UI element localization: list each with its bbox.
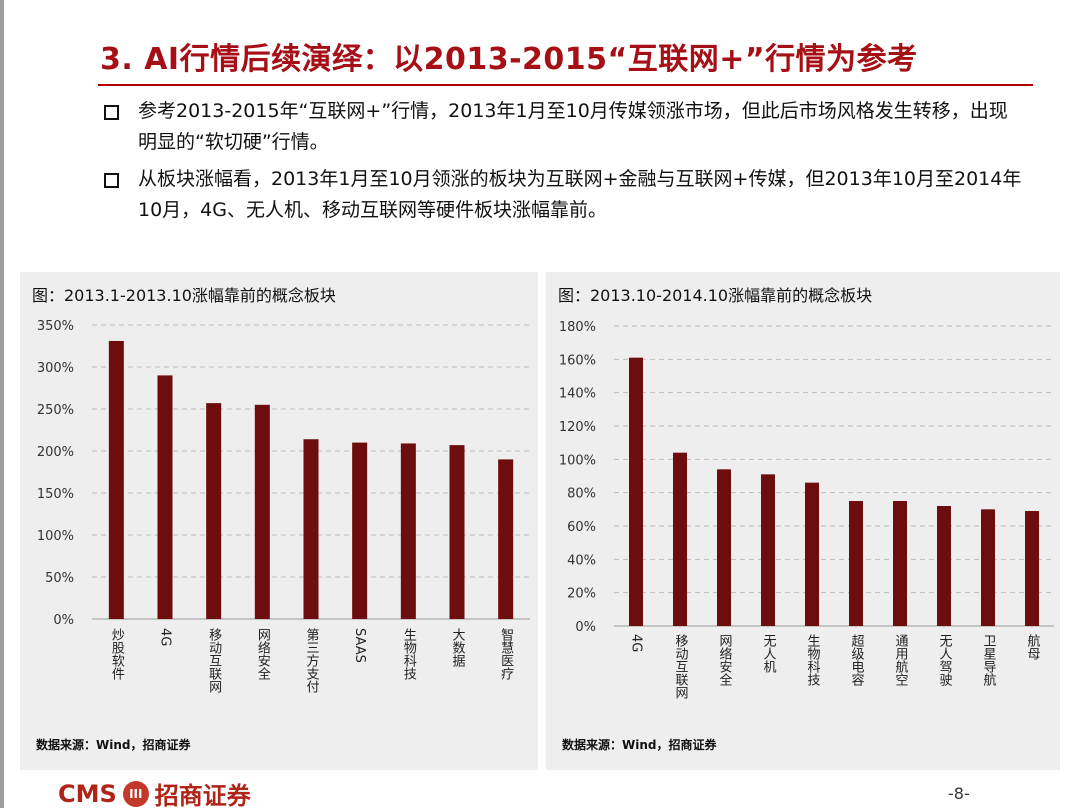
y-tick-label: 350% <box>37 319 74 334</box>
x-category-label: 通用航空 <box>893 634 909 686</box>
bar <box>303 439 319 619</box>
square-bullet-icon <box>104 105 119 120</box>
bullet-text-2: 从板块涨幅看，2013年1月至10月领涨的板块为互联网+金融与互联网+传媒，但2… <box>138 168 1022 221</box>
square-bullet-icon <box>104 173 119 188</box>
x-category-label: 无人机 <box>761 634 777 674</box>
title-divider <box>98 84 1033 86</box>
y-tick-label: 160% <box>559 353 596 368</box>
logo-emblem-icon: III <box>122 780 149 807</box>
chart-2-plot: 0% 20% 40% 60% 80% 100% 120% 140% 160% 180% 4G 移动互联… <box>559 320 1054 699</box>
bar <box>400 443 416 619</box>
bar <box>981 509 995 626</box>
bar <box>498 459 514 619</box>
bar <box>673 452 687 626</box>
y-tick-label: 40% <box>567 553 596 568</box>
bar <box>629 357 643 626</box>
x-category-label: 网络安全 <box>717 634 733 686</box>
y-tick-label: 20% <box>567 587 596 602</box>
y-tick-label: 250% <box>37 403 74 418</box>
chart-2-title: 图：2013.10-2014.10涨幅靠前的概念板块 <box>558 286 873 305</box>
x-category-label: SAAS <box>352 628 367 663</box>
y-tick-label: 60% <box>567 520 596 535</box>
bar <box>805 482 819 626</box>
bar <box>893 501 907 626</box>
bullet-text-1: 参考2013-2015年“互联网+”行情，2013年1月至10月传媒领涨市场，但… <box>138 100 1008 153</box>
y-tick-label: 80% <box>567 487 596 502</box>
x-category-label: 超级电容 <box>849 634 865 687</box>
company-logo: CMS III 招商证券 <box>58 776 251 811</box>
chart-panel-2: 图：2013.10-2014.10涨幅靠前的概念板块 0% 20% 40% 60% 80… <box>546 272 1060 770</box>
bar <box>206 403 222 619</box>
bar <box>157 375 173 619</box>
logo-text-cn: 招商证券 <box>154 782 251 810</box>
bar <box>849 501 863 626</box>
bar <box>1025 511 1039 626</box>
x-category-label: 移动互联网 <box>206 628 222 693</box>
x-category-label: 网络安全 <box>255 628 270 680</box>
bar <box>717 469 731 626</box>
chart-2-source: 数据来源：Wind，招商证券 <box>562 738 717 752</box>
x-category-label: 无人驾驶 <box>937 634 953 686</box>
bar <box>352 442 368 619</box>
bar <box>449 445 465 619</box>
chart-1-source: 数据来源：Wind，招商证券 <box>36 738 191 752</box>
y-tick-label: 300% <box>37 361 74 376</box>
x-category-label: 卫星导航 <box>981 634 997 687</box>
page-number: -8- <box>948 784 970 803</box>
x-category-label: 第三方支付 <box>304 628 320 693</box>
x-category-label: 智慧医疗 <box>498 628 513 680</box>
y-tick-label: 200% <box>37 445 74 460</box>
x-category-label: 大数据 <box>450 628 466 667</box>
bar <box>254 404 270 619</box>
y-tick-label: 0% <box>53 613 74 628</box>
y-tick-label: 100% <box>37 529 74 544</box>
x-category-label: 炒股软件 <box>109 628 125 680</box>
y-tick-label: 50% <box>45 571 74 586</box>
slide-title: 3. AI行情后续演绎：以2013-2015“互联网+”行情为参考 <box>100 42 918 77</box>
bullet-point-1: 参考2013-2015年“互联网+”行情，2013年1月至10月传媒领涨市场，但… <box>104 96 1024 158</box>
x-category-label: 4G <box>629 634 644 652</box>
y-tick-label: 140% <box>559 387 596 402</box>
x-category-label: 移动互联网 <box>673 634 689 699</box>
bar <box>761 474 775 626</box>
chart-1-title: 图：2013.1-2013.10涨幅靠前的概念板块 <box>32 286 336 305</box>
x-category-label: 4G <box>158 628 173 646</box>
y-tick-label: 120% <box>559 420 596 435</box>
x-category-label: 生物科技 <box>805 634 821 686</box>
y-tick-label: 150% <box>37 487 74 502</box>
y-tick-label: 180% <box>559 320 596 335</box>
x-category-label: 航母 <box>1025 633 1041 660</box>
y-tick-label: 100% <box>559 453 596 468</box>
bullet-point-2: 从板块涨幅看，2013年1月至10月领涨的板块为互联网+金融与互联网+传媒，但2… <box>104 164 1024 226</box>
bar <box>108 340 124 619</box>
logo-text: CMS <box>58 779 117 808</box>
x-category-label: 生物科技 <box>401 628 417 680</box>
chart-panel-1: 图：2013.1-2013.10涨幅靠前的概念板块 0% 50% 100% 150% 2… <box>20 272 538 770</box>
chart-1-plot: 0% 50% 100% 150% 200% 250% 300% 350% 炒股软件 4G 移动互联网… <box>37 319 530 693</box>
left-edge-rule <box>0 0 4 808</box>
bar <box>937 506 951 626</box>
y-tick-label: 0% <box>575 620 596 635</box>
